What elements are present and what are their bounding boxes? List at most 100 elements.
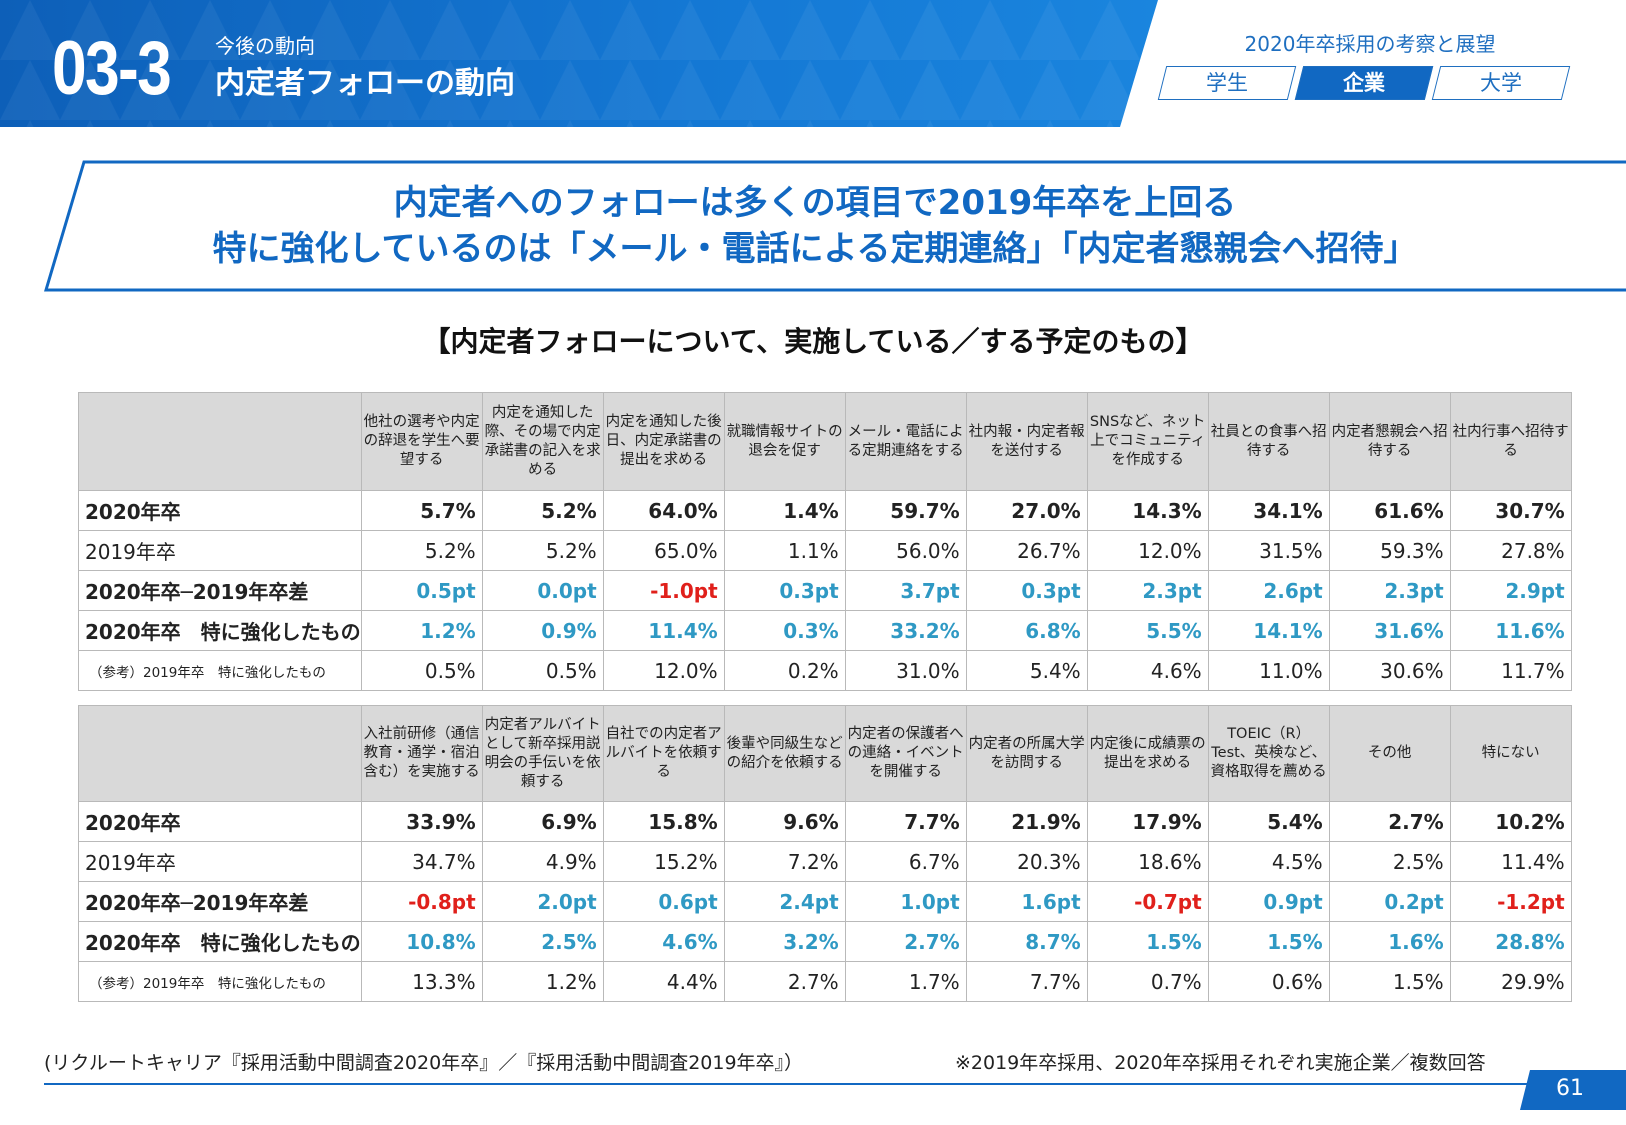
- column-header: 内定者の保護者への連絡・イベントを開催する: [844, 705, 967, 802]
- table-cell: 0.2pt: [1328, 881, 1451, 922]
- table-cell: 26.7%: [965, 530, 1088, 571]
- table-cell: 1.6pt: [965, 881, 1088, 922]
- table-cell: 4.5%: [1207, 841, 1330, 882]
- column-header: 他社の選考や内定の辞退を学生へ要望する: [360, 392, 483, 491]
- table-cell: 2.6pt: [1207, 570, 1330, 611]
- table-cell: 15.2%: [602, 841, 725, 882]
- table-cell: 2.3pt: [1086, 570, 1209, 611]
- headline-frame: [44, 160, 1626, 292]
- table-cell: 4.9%: [481, 841, 604, 882]
- table-cell: 59.3%: [1328, 530, 1451, 571]
- column-header: 内定を通知した際、その場で内定承諾書の記入を求める: [481, 392, 604, 491]
- tab-company[interactable]: 企業: [1294, 66, 1434, 100]
- table-cell: 5.4%: [1207, 801, 1330, 842]
- table-cell: 18.6%: [1086, 841, 1209, 882]
- table-cell: 12.0%: [1086, 530, 1209, 571]
- table-corner: [78, 705, 362, 802]
- headline: 内定者へのフォローは多くの項目で2019年卒を上回る 特に強化しているのは「メー…: [90, 180, 1540, 272]
- table-cell: 5.2%: [360, 530, 483, 571]
- table-cell: 0.5%: [481, 650, 604, 691]
- table-cell: 0.5%: [360, 650, 483, 691]
- report-title: 2020年卒採用の考察と展望: [1244, 32, 1496, 56]
- table-cell: 1.7%: [844, 961, 967, 1002]
- table-row: 2020年卒 5.7% 5.2% 64.0% 1.4% 59.7% 27.0% 14.3% 34…: [78, 490, 1572, 531]
- follow-table-2: 入社前研修（通信教育・通学・宿泊含む）を実施する 内定者アルバイトとして新卒採用…: [78, 705, 1572, 1002]
- table-cell: 13.3%: [360, 961, 483, 1002]
- table-cell: 61.6%: [1328, 490, 1451, 531]
- table-cell: 11.4%: [1449, 841, 1572, 882]
- table-cell: 34.7%: [360, 841, 483, 882]
- table-cell: 0.9%: [481, 610, 604, 651]
- table-cell: 30.7%: [1449, 490, 1572, 531]
- table-cell: 4.6%: [602, 921, 725, 962]
- table-cell: 7.7%: [965, 961, 1088, 1002]
- column-header: 入社前研修（通信教育・通学・宿泊含む）を実施する: [360, 705, 483, 802]
- table-cell: 2.4pt: [723, 881, 846, 922]
- follow-table-1: 他社の選考や内定の辞退を学生へ要望する 内定を通知した際、その場で内定承諾書の記…: [78, 392, 1572, 691]
- table-cell: 1.4%: [723, 490, 846, 531]
- table-cell: 0.2%: [723, 650, 846, 691]
- audience-tabs: 学生 企業 大学: [1157, 66, 1572, 100]
- table-cell: 0.3%: [723, 610, 846, 651]
- table-cell: 2.0pt: [481, 881, 604, 922]
- table-row: （参考）2019年卒 特に強化したもの 0.5% 0.5% 12.0% 0.2% 31.0…: [78, 650, 1572, 691]
- table-row: 2020年卒─2019年卒差 -0.8pt 2.0pt 0.6pt 2.4pt 1.0pt…: [78, 881, 1572, 922]
- column-header: 特にない: [1449, 705, 1572, 802]
- section-title: 内定者フォローの動向: [215, 66, 515, 101]
- table-cell: 4.4%: [602, 961, 725, 1002]
- table-cell: 11.6%: [1449, 610, 1572, 651]
- table-cell: 34.1%: [1207, 490, 1330, 531]
- row-label: 2019年卒: [78, 530, 362, 571]
- table-cell: 0.9pt: [1207, 881, 1330, 922]
- table-cell: 2.5%: [481, 921, 604, 962]
- table-cell: -0.7pt: [1086, 881, 1209, 922]
- table-cell: 30.6%: [1328, 650, 1451, 691]
- table-cell: 56.0%: [844, 530, 967, 571]
- page-number-badge: [1520, 1070, 1626, 1110]
- column-header: 社員との食事へ招待する: [1207, 392, 1330, 491]
- column-header: SNSなど、ネット上でコミュニティを作成する: [1086, 392, 1209, 491]
- table-header-row: 他社の選考や内定の辞退を学生へ要望する 内定を通知した際、その場で内定承諾書の記…: [78, 392, 1572, 491]
- table-row: 2020年卒 33.9% 6.9% 15.8% 9.6% 7.7% 21.9% 17.9% 5.…: [78, 801, 1572, 842]
- table-cell: 20.3%: [965, 841, 1088, 882]
- tab-student[interactable]: 学生: [1157, 66, 1297, 100]
- table-row: （参考）2019年卒 特に強化したもの 13.3% 1.2% 4.4% 2.7% 1.7%…: [78, 961, 1572, 1002]
- table-cell: 27.8%: [1449, 530, 1572, 571]
- table-cell: 27.0%: [965, 490, 1088, 531]
- column-header: 内定者懇親会へ招待する: [1328, 392, 1451, 491]
- table-cell: 11.4%: [602, 610, 725, 651]
- table-cell: 0.6%: [1207, 961, 1330, 1002]
- table-cell: 0.0pt: [481, 570, 604, 611]
- row-label: （参考）2019年卒 特に強化したもの: [78, 961, 362, 1002]
- table-cell: 1.1%: [723, 530, 846, 571]
- table-corner: [78, 392, 362, 491]
- table-cell: 11.0%: [1207, 650, 1330, 691]
- table-cell: 2.7%: [723, 961, 846, 1002]
- table-cell: 14.1%: [1207, 610, 1330, 651]
- table-row: 2020年卒 特に強化したもの 1.2% 0.9% 11.4% 0.3% 33.2% 6.8…: [78, 610, 1572, 651]
- tab-university-label: 大学: [1480, 71, 1522, 95]
- column-header: 内定後に成績票の提出を求める: [1086, 705, 1209, 802]
- table-cell: 64.0%: [602, 490, 725, 531]
- table-cell: 11.7%: [1449, 650, 1572, 691]
- column-header: 就職情報サイトの退会を促す: [723, 392, 846, 491]
- table-row: 2019年卒 34.7% 4.9% 15.2% 7.2% 6.7% 20.3% 18.6% 4.…: [78, 841, 1572, 882]
- column-header: その他: [1328, 705, 1451, 802]
- column-header: 自社での内定者アルバイトを依頼する: [602, 705, 725, 802]
- table-cell: 5.4%: [965, 650, 1088, 691]
- row-label: 2020年卒─2019年卒差: [78, 881, 362, 922]
- table-body: 2020年卒 5.7% 5.2% 64.0% 1.4% 59.7% 27.0% 14.3% 34…: [78, 490, 1572, 691]
- tab-student-label: 学生: [1206, 71, 1248, 95]
- headline-line-1: 内定者へのフォローは多くの項目で2019年卒を上回る: [393, 183, 1237, 223]
- table-cell: 10.8%: [360, 921, 483, 962]
- table-cell: 15.8%: [602, 801, 725, 842]
- table-body: 2020年卒 33.9% 6.9% 15.8% 9.6% 7.7% 21.9% 17.9% 5.…: [78, 801, 1572, 1002]
- row-label: 2020年卒 特に強化したもの: [78, 921, 362, 962]
- column-header: 内定者アルバイトとして新卒採用説明会の手伝いを依頼する: [481, 705, 604, 802]
- footnote: ※2019年卒採用、2020年卒採用それぞれ実施企業／複数回答: [955, 1052, 1486, 1074]
- table-row: 2020年卒─2019年卒差 0.5pt 0.0pt -1.0pt 0.3pt 3.7pt…: [78, 570, 1572, 611]
- tab-university[interactable]: 大学: [1431, 66, 1571, 100]
- table-cell: 0.5pt: [360, 570, 483, 611]
- table-cell: 2.3pt: [1328, 570, 1451, 611]
